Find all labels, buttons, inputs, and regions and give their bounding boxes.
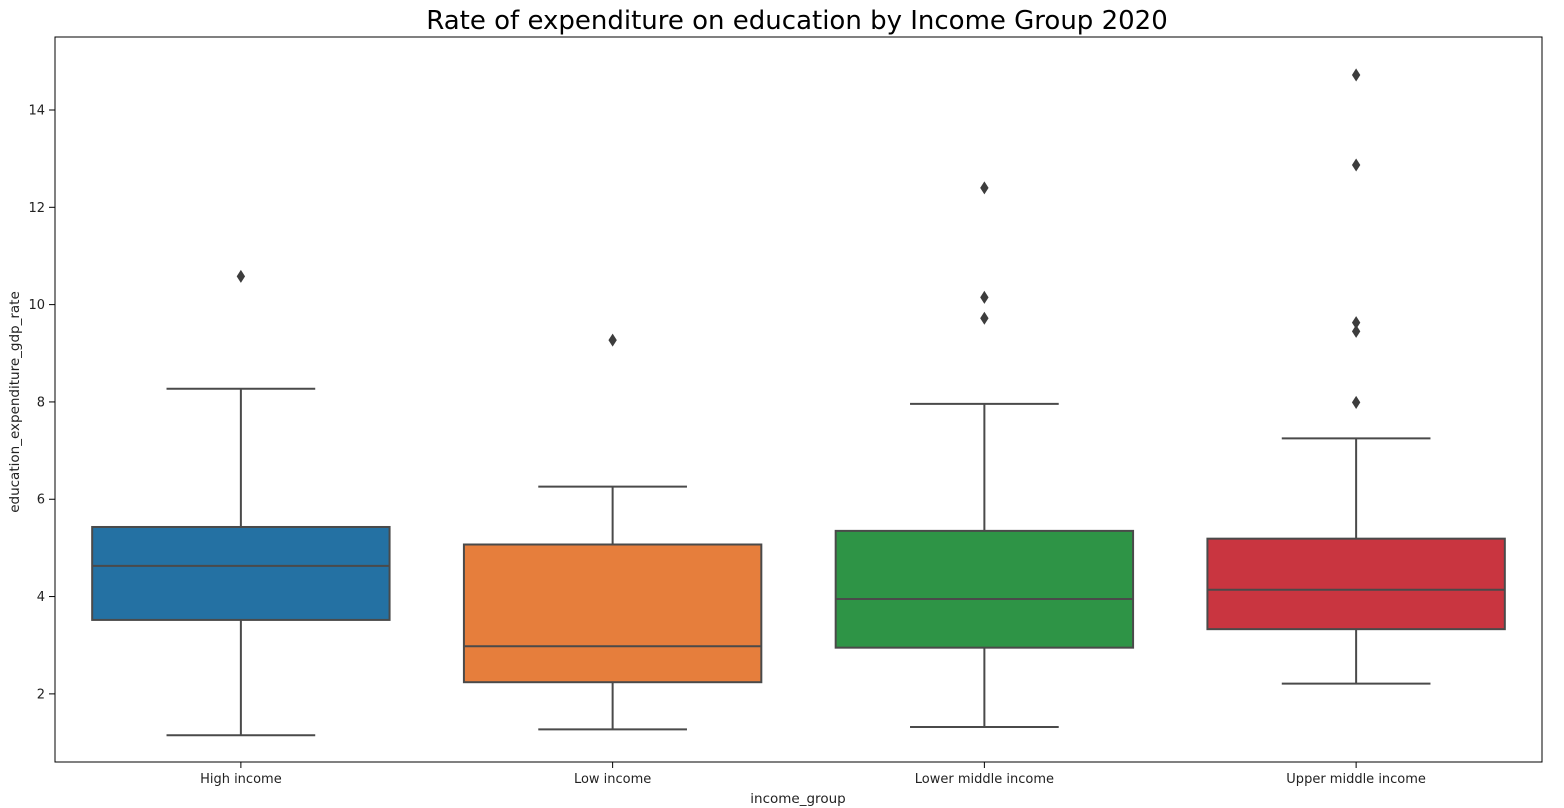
outlier-point (980, 181, 989, 195)
x-tick-label: High income (200, 772, 282, 787)
box-group (834, 181, 1135, 728)
y-tick-label: 10 (28, 298, 45, 313)
box-group (462, 333, 763, 731)
chart-title: Rate of expenditure on education by Inco… (426, 6, 1168, 36)
outlier-point (980, 290, 989, 304)
boxes-layer (91, 68, 1506, 737)
y-tick-label: 2 (37, 687, 45, 702)
box-iqr (91, 525, 391, 621)
outlier-point (608, 333, 617, 347)
box-iqr (462, 543, 763, 684)
box-group (1206, 68, 1506, 685)
plot-frame (54, 36, 1543, 763)
y-tick-label: 12 (28, 201, 45, 216)
y-tick-label: 6 (37, 493, 45, 508)
y-axis-label: education_expenditure_gdp_rate (7, 291, 23, 513)
x-tick-label: Low income (574, 772, 651, 787)
x-tick-label: Lower middle income (915, 772, 1054, 787)
y-tick-label: 8 (37, 395, 45, 410)
y-tick-label: 4 (37, 590, 45, 605)
outlier-point (1351, 395, 1361, 409)
box-group (91, 269, 391, 737)
box-iqr (834, 529, 1135, 649)
outlier-point (1351, 68, 1361, 82)
outlier-point (1351, 316, 1361, 330)
y-axis: 2 4 6 8 10 12 14 (28, 103, 55, 702)
x-axis-label: income_group (750, 791, 845, 807)
outlier-point (1351, 324, 1361, 338)
x-axis: High income Low income Lower middle income… (200, 762, 1426, 787)
outlier-point (980, 311, 989, 325)
box-iqr (1206, 537, 1506, 631)
x-tick-label: Upper middle income (1286, 772, 1426, 787)
outlier-point (236, 269, 246, 283)
y-tick-label: 14 (28, 103, 45, 118)
outlier-point (1351, 158, 1361, 172)
